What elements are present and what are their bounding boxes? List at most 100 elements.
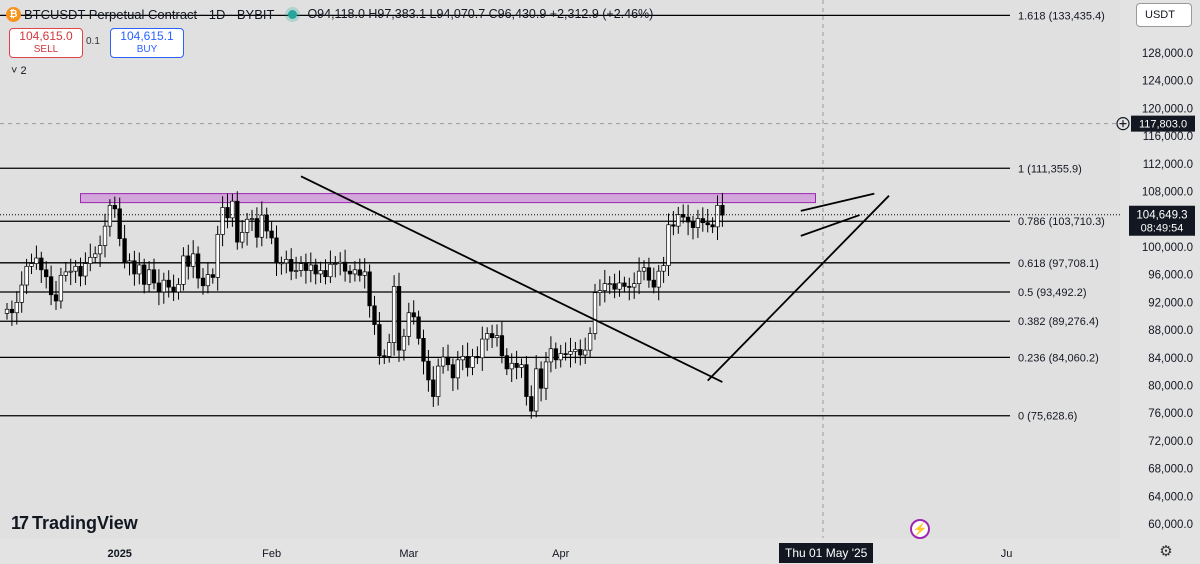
- candle-body: [720, 205, 725, 216]
- candle-body: [142, 264, 147, 285]
- candle-body: [166, 279, 171, 288]
- candle-body: [284, 259, 289, 264]
- time-tick-label: Mar: [399, 548, 418, 560]
- candle-body: [146, 269, 152, 285]
- candle-body: [171, 286, 176, 293]
- candle-body: [440, 356, 446, 367]
- candle-body: [695, 218, 701, 228]
- candle-body: [666, 224, 671, 266]
- candle-body: [607, 283, 612, 286]
- candle-body: [259, 214, 264, 238]
- candle-body: [269, 230, 274, 239]
- fib-label-1.618: 1.618 (133,435.4): [1018, 10, 1105, 22]
- candle-body: [249, 218, 255, 220]
- candle-body: [289, 259, 294, 272]
- candle-body: [93, 253, 98, 258]
- candle-body: [563, 353, 568, 355]
- fib-label-0: 0 (75,628.6): [1018, 411, 1077, 423]
- candle-body: [210, 274, 215, 278]
- candle-body: [636, 270, 642, 285]
- lightning-icon[interactable]: ⚡: [910, 519, 930, 539]
- chart-header: ₿ BTCUSDT Perpetual Contract · 1D · BYBI…: [0, 0, 653, 28]
- logo-text: TradingView: [32, 513, 138, 533]
- candle-body: [367, 271, 372, 307]
- sell-button[interactable]: 104,615.0 SELL: [9, 28, 83, 58]
- candle-body: [176, 283, 181, 293]
- sell-price: 104,615.0: [19, 29, 73, 43]
- candle-body: [161, 279, 166, 293]
- candle-body: [274, 237, 279, 264]
- add-alert-icon[interactable]: [1116, 117, 1130, 131]
- candle-body: [151, 269, 157, 284]
- candle-body: [485, 333, 490, 340]
- candle-body: [78, 265, 83, 277]
- price-tick-label: 120,000.0: [1142, 103, 1193, 115]
- price-tick-label: 108,000.0: [1142, 187, 1193, 199]
- candle-body: [602, 283, 607, 291]
- price-tick-label: 84,000.0: [1148, 353, 1193, 365]
- price-tick-label: 76,000.0: [1148, 408, 1193, 420]
- candle-body: [641, 267, 647, 272]
- candle-body: [681, 214, 686, 218]
- candle-body: [19, 284, 24, 303]
- fib-label-0.382: 0.382 (89,276.4): [1018, 316, 1099, 328]
- candle-body: [112, 205, 117, 210]
- price-tick-label: 92,000.0: [1148, 297, 1193, 309]
- candle-body: [690, 221, 696, 228]
- indicators-toggle[interactable]: ˅ 2: [11, 65, 27, 77]
- candle-body: [293, 270, 299, 272]
- last-price-label: 104,649.3: [1136, 210, 1187, 222]
- currency-select[interactable]: USDT: [1136, 3, 1192, 27]
- candle-body: [68, 270, 73, 273]
- candle-body: [504, 355, 509, 370]
- candle-body: [264, 214, 269, 232]
- candle-body: [543, 361, 549, 389]
- candle-body: [568, 351, 573, 355]
- price-tick-label: 72,000.0: [1148, 436, 1193, 448]
- candle-body: [254, 218, 260, 238]
- candle-body: [455, 359, 460, 379]
- candle-body: [39, 257, 44, 271]
- candle-body: [58, 274, 64, 302]
- price-axis: [1120, 0, 1200, 564]
- candle-body: [651, 279, 656, 288]
- candle-body: [308, 264, 313, 271]
- candle-body: [676, 214, 681, 227]
- price-tick-label: 100,000.0: [1142, 242, 1193, 254]
- fib-label-1: 1 (111,355.9): [1018, 163, 1082, 175]
- candle-body: [489, 333, 495, 339]
- candle-body: [48, 276, 54, 296]
- candle-body: [671, 224, 676, 227]
- candle-body: [387, 342, 392, 357]
- candle-body: [499, 335, 505, 357]
- time-tick-label: Ju: [1001, 548, 1013, 560]
- candle-body: [191, 253, 196, 267]
- candle-body: [352, 269, 358, 275]
- candle-body: [318, 270, 323, 275]
- candle-body: [156, 282, 162, 293]
- buy-button[interactable]: 104,615.1 BUY: [110, 28, 184, 58]
- candle-body: [24, 265, 29, 286]
- candle-body: [519, 364, 524, 368]
- candle-body: [137, 264, 142, 275]
- candle-body: [465, 356, 470, 368]
- candle-body: [377, 324, 382, 357]
- time-tick-label: Feb: [262, 548, 281, 560]
- resistance-zone: [80, 193, 816, 204]
- candle-body: [524, 364, 529, 397]
- plot-area: [0, 0, 1120, 538]
- gear-icon[interactable]: ⚙: [1159, 543, 1173, 560]
- candle-body: [700, 218, 705, 224]
- price-tick-label: 88,000.0: [1148, 325, 1193, 337]
- crosshair-price-label: 117,803.0: [1139, 119, 1187, 131]
- symbol-title[interactable]: BTCUSDT Perpetual Contract · 1D · BYBIT: [24, 6, 275, 22]
- spread-value: 0.1: [86, 36, 100, 47]
- candle-body: [298, 263, 304, 271]
- candle-body: [73, 265, 78, 272]
- candle-body: [685, 216, 691, 223]
- trendline-ascending-support: [707, 195, 890, 382]
- fib-label-0.236: 0.236 (84,060.2): [1018, 352, 1099, 364]
- price-tick-label: 128,000.0: [1142, 48, 1193, 60]
- candle-body: [230, 200, 235, 219]
